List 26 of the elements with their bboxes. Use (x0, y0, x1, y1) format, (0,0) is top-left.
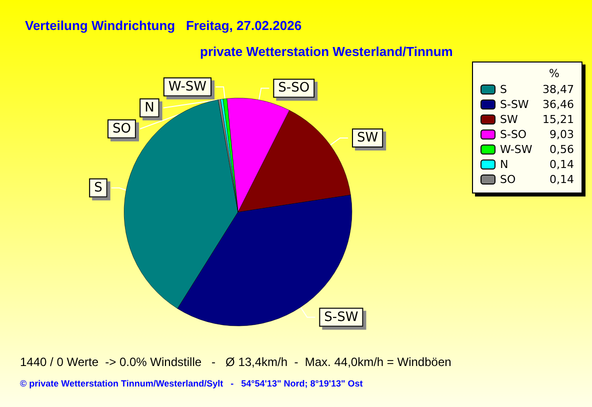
slice-label: S-SO (278, 80, 310, 96)
data-label: 38,47 (542, 83, 574, 96)
slice-label: S (94, 180, 102, 196)
legend-label: SO (500, 173, 516, 186)
data-label: 0,14 (550, 173, 574, 186)
slice-label: W-SW (168, 79, 207, 94)
legend-label: S (500, 83, 507, 96)
text: © private Wetterstation Tinnum/Westerland/Sylt - 54°54'13" Nord; 8°19'13" Ost (20, 378, 363, 388)
legend-label: SW (500, 113, 518, 126)
legend-label: W-SW (500, 143, 532, 156)
slice-label: SO (112, 121, 131, 136)
data-label: 0,14 (550, 158, 574, 171)
legend-label: S-SW (500, 98, 529, 111)
slice-label: SW (356, 130, 378, 146)
chart-subtitle: private Wetterstation Westerland/Tinnum (200, 44, 453, 59)
legend-title: % (549, 67, 560, 80)
legend-label: N (500, 158, 508, 171)
data-label: 9,03 (550, 128, 574, 141)
data-label: 36,46 (542, 98, 574, 111)
text: 1440 / 0 Werte -> 0.0% Windstille - Ø 13,4km/h - Max. 44,0km/h = Windböen (20, 355, 452, 369)
data-label: 0,56 (550, 143, 574, 156)
legend-label: S-SO (500, 128, 527, 141)
slice-label: N (144, 100, 154, 116)
data-label: 15,21 (542, 113, 574, 126)
chart-title: Verteilung Windrichtung Freitag, 27.02.2026 (25, 18, 302, 33)
slice-label: S-SW (324, 310, 358, 325)
